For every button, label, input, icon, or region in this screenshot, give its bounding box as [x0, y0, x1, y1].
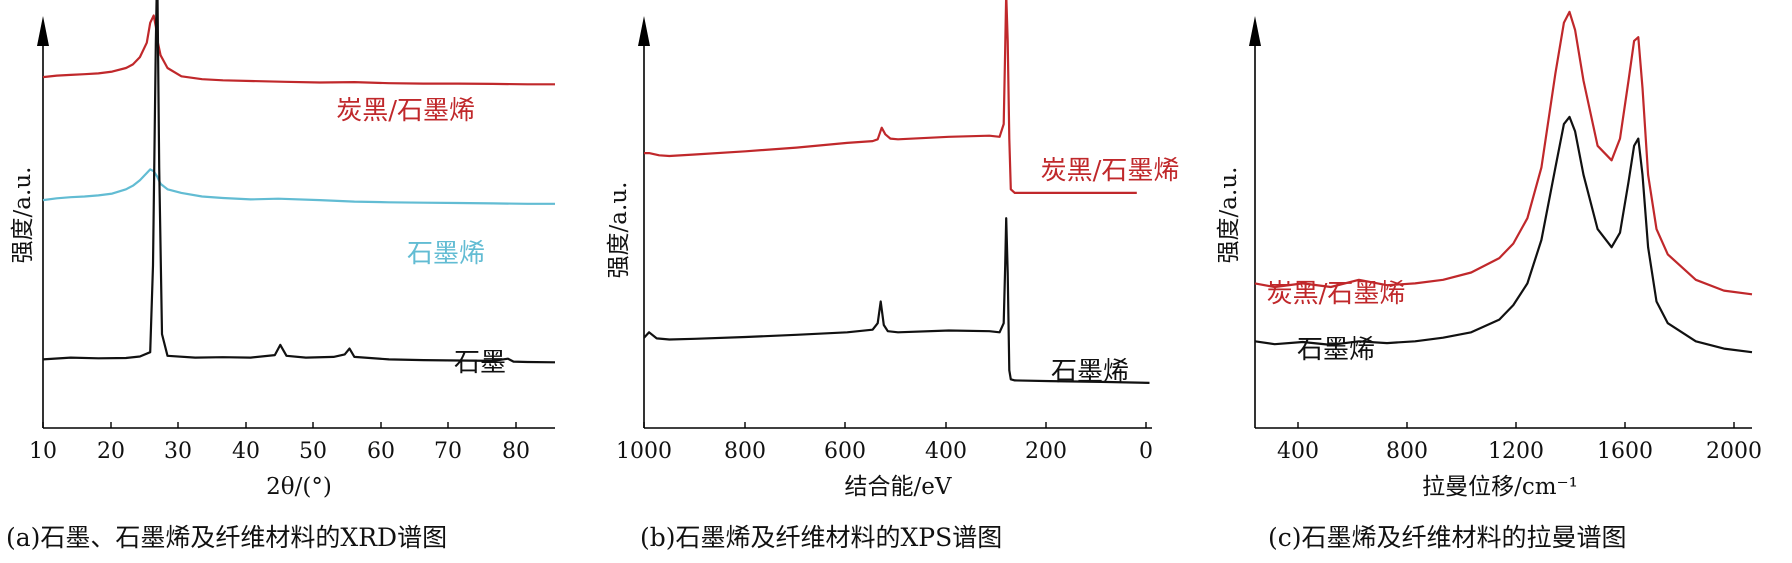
xrd-series-label-3: 石墨 — [454, 348, 506, 378]
xps-y-axis-arrow — [638, 16, 650, 46]
raman-y-axis-label: 强度/a.u. — [1216, 167, 1242, 264]
xrd-x-tick-label: 80 — [502, 439, 530, 464]
xrd-y-axis-arrow — [37, 16, 49, 46]
xps-x-axis-label: 结合能/eV — [845, 474, 952, 500]
xps-x-tick-label: 200 — [1025, 439, 1067, 464]
xrd-x-tick-label: 50 — [299, 439, 327, 464]
xrd-x-tick-label: 70 — [434, 439, 462, 464]
xrd-x-tick-label: 10 — [29, 439, 57, 464]
raman-y-axis-arrow — [1249, 16, 1261, 46]
xrd-series-line-1 — [42, 14, 555, 86]
raman-series-label-2: 石墨烯 — [1297, 335, 1375, 365]
raman-x-tick-label: 2000 — [1706, 439, 1762, 464]
xrd-x-tick-label: 60 — [367, 439, 395, 464]
xps-y-axis-label: 强度/a.u. — [606, 182, 632, 279]
xrd-x-tick-label: 30 — [164, 439, 192, 464]
xrd-series-label-2: 石墨烯 — [407, 239, 485, 269]
xps-series-line-2 — [643, 217, 1150, 384]
raman-chart: 400 800 1200 1600 2000 拉曼位移/cm⁻¹ 强度/a.u. 炭黑/石墨烯… — [1216, 10, 1762, 500]
raman-series-line-2 — [1254, 115, 1753, 354]
raman-x-tick-label: 800 — [1386, 439, 1428, 464]
xps-x-tick-label: 800 — [724, 439, 766, 464]
raman-x-tick-label: 1600 — [1597, 439, 1653, 464]
xrd-series-label-1: 炭黑/石墨烯 — [336, 96, 475, 126]
caption-xrd: (a)石墨、石墨烯及纤维材料的XRD谱图 — [6, 523, 448, 552]
xrd-x-axis-label: 2θ/(°) — [266, 474, 332, 500]
raman-series-label-1: 炭黑/石墨烯 — [1267, 279, 1406, 309]
xrd-x-tick-label: 20 — [97, 439, 125, 464]
xrd-series-line-3 — [42, 0, 556, 364]
caption-xps: (b)石墨烯及纤维材料的XPS谱图 — [640, 523, 1003, 552]
xps-series-label-1: 炭黑/石墨烯 — [1041, 156, 1180, 186]
raman-x-axis-label: 拉曼位移/cm⁻¹ — [1422, 474, 1578, 500]
caption-raman: (c)石墨烯及纤维材料的拉曼谱图 — [1268, 523, 1627, 552]
xps-series-line-1 — [644, 0, 1137, 194]
raman-series-line-1 — [1254, 10, 1753, 296]
xps-series-label-2: 石墨烯 — [1051, 357, 1129, 387]
raman-x-tick-label: 400 — [1277, 439, 1319, 464]
xps-x-tick-label: 0 — [1139, 439, 1153, 464]
xrd-y-axis-label: 强度/a.u. — [10, 167, 36, 264]
xps-x-tick-label: 600 — [824, 439, 866, 464]
xps-x-tick-label: 1000 — [616, 439, 672, 464]
raman-x-tick-label: 1200 — [1488, 439, 1544, 464]
xps-x-tick-label: 400 — [925, 439, 967, 464]
xrd-series-line-2 — [42, 168, 555, 205]
xrd-x-tick-label: 40 — [232, 439, 260, 464]
